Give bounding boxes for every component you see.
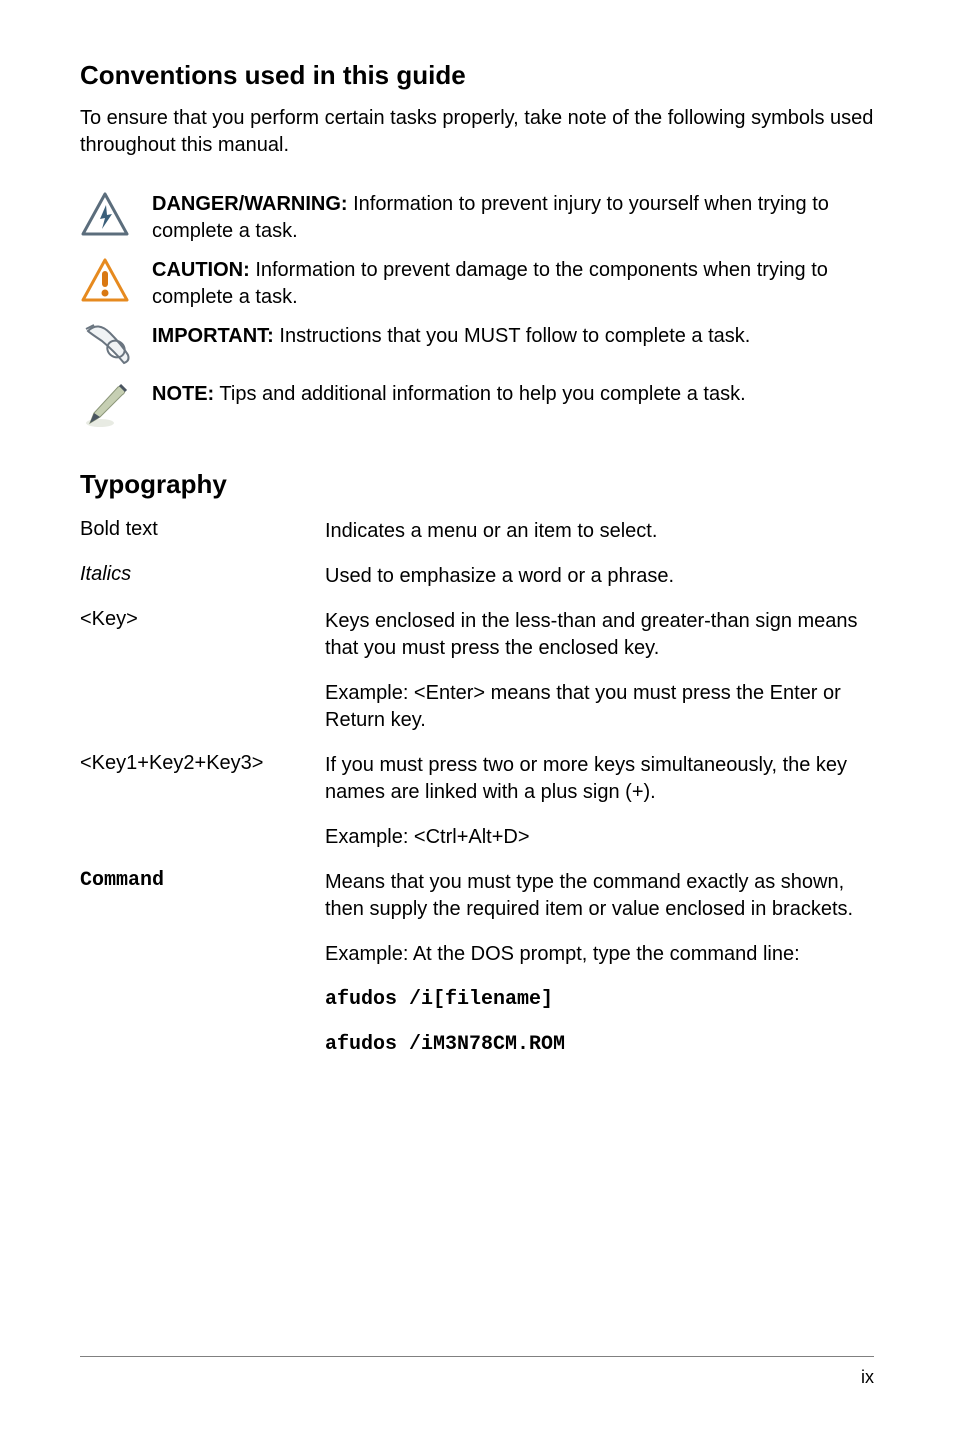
- typo-para: Example: <Ctrl+Alt+D>: [325, 824, 874, 851]
- important-icon: [80, 323, 140, 369]
- section-intro: To ensure that you perform certain tasks…: [80, 105, 874, 159]
- danger-icon: [80, 191, 140, 237]
- caution-icon: [80, 257, 140, 303]
- typo-para: afudos /iM3N78CM.ROM: [325, 1031, 874, 1058]
- notice-caution: CAUTION: Information to prevent damage t…: [80, 257, 874, 311]
- notice-note: NOTE: Tips and additional information to…: [80, 381, 874, 431]
- typo-desc: Keys enclosed in the less-than and great…: [325, 608, 874, 734]
- typo-row-key: <Key> Keys enclosed in the less-than and…: [80, 608, 874, 734]
- notice-label: NOTE:: [152, 383, 214, 405]
- notice-label: CAUTION:: [152, 259, 250, 281]
- notice-body: Information to prevent damage to the com…: [152, 259, 828, 308]
- notice-body: Tips and additional information to help …: [214, 383, 745, 405]
- typo-row-keycombo: <Key1+Key2+Key3> If you must press two o…: [80, 752, 874, 851]
- typo-term: Italics: [80, 563, 325, 586]
- page-number: ix: [861, 1367, 874, 1387]
- typo-para: If you must press two or more keys simul…: [325, 752, 874, 806]
- section-heading: Conventions used in this guide: [80, 60, 874, 91]
- typo-para: Keys enclosed in the less-than and great…: [325, 608, 874, 662]
- typo-term: <Key1+Key2+Key3>: [80, 752, 325, 775]
- typo-desc: Indicates a menu or an item to select.: [325, 518, 874, 545]
- notice-text: CAUTION: Information to prevent damage t…: [140, 257, 874, 311]
- note-icon: [80, 381, 140, 431]
- typo-desc: Means that you must type the command exa…: [325, 869, 874, 1058]
- typography-heading: Typography: [80, 469, 874, 500]
- notice-important: IMPORTANT: Instructions that you MUST fo…: [80, 323, 874, 369]
- typo-term: <Key>: [80, 608, 325, 631]
- notice-label: DANGER/WARNING:: [152, 193, 348, 215]
- typo-term: Command: [80, 869, 325, 892]
- page-footer: ix: [80, 1356, 874, 1388]
- typo-row-command: Command Means that you must type the com…: [80, 869, 874, 1058]
- notice-text: DANGER/WARNING: Information to prevent i…: [140, 191, 874, 245]
- notice-danger: DANGER/WARNING: Information to prevent i…: [80, 191, 874, 245]
- typo-term: Bold text: [80, 518, 325, 541]
- typo-para: afudos /i[filename]: [325, 986, 874, 1013]
- notice-label: IMPORTANT:: [152, 325, 274, 347]
- typo-para: Indicates a menu or an item to select.: [325, 518, 874, 545]
- notice-body: Instructions that you MUST follow to com…: [274, 325, 751, 347]
- typo-para: Used to emphasize a word or a phrase.: [325, 563, 874, 590]
- typo-para: Example: At the DOS prompt, type the com…: [325, 941, 874, 968]
- notice-text: IMPORTANT: Instructions that you MUST fo…: [140, 323, 874, 350]
- typo-desc: Used to emphasize a word or a phrase.: [325, 563, 874, 590]
- typo-para: Means that you must type the command exa…: [325, 869, 874, 923]
- typo-para: Example: <Enter> means that you must pre…: [325, 680, 874, 734]
- typo-row-bold: Bold text Indicates a menu or an item to…: [80, 518, 874, 545]
- notice-text: NOTE: Tips and additional information to…: [140, 381, 874, 408]
- typo-row-italics: Italics Used to emphasize a word or a ph…: [80, 563, 874, 590]
- typo-desc: If you must press two or more keys simul…: [325, 752, 874, 851]
